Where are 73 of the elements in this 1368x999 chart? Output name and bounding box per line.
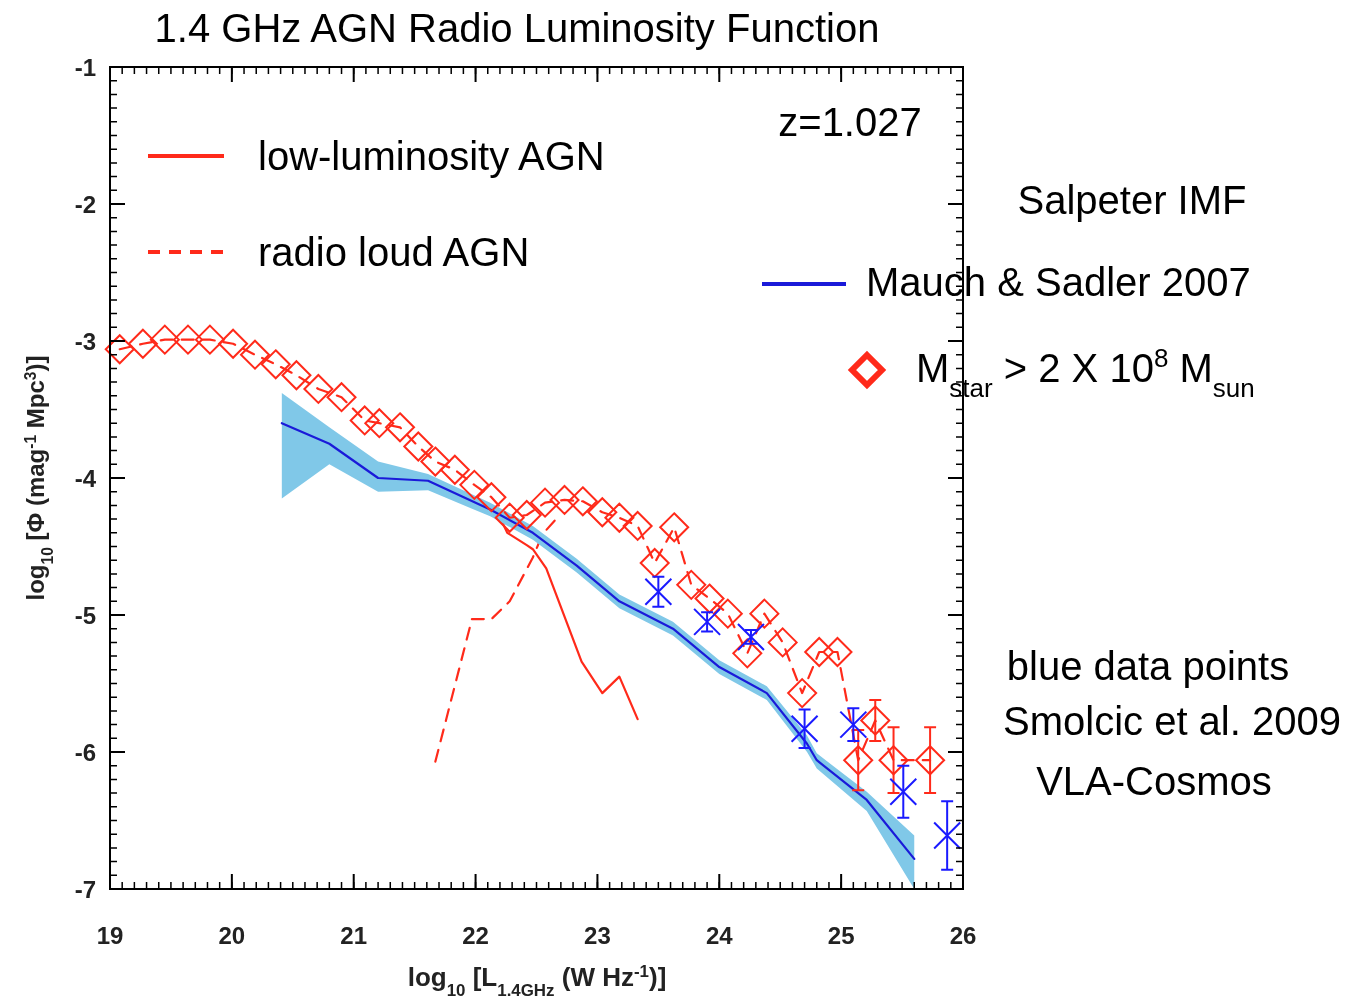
point: [281, 360, 312, 391]
y-tick-label: -7: [74, 876, 96, 903]
point: [194, 324, 225, 355]
chart-title: 1.4 GHz AGN Radio Luminosity Function: [154, 6, 880, 50]
point: [459, 469, 490, 500]
legend-label: radio loud AGN: [258, 230, 530, 274]
point: [622, 510, 653, 541]
x-tick-label: 19: [96, 922, 124, 949]
point: [604, 502, 635, 533]
x-axis-title: log$_{10}$ [L$_{1.4GHz}$ (W Hz$^{-1}$)]: [407, 961, 667, 999]
y-tick-label: -3: [74, 328, 96, 355]
point: [567, 486, 598, 517]
point: [860, 705, 891, 736]
point: [644, 577, 673, 606]
point: [260, 349, 291, 380]
x-tick-label: 25: [827, 922, 855, 949]
point: [889, 777, 918, 806]
point: [240, 339, 271, 370]
y-tick-label: -1: [74, 54, 96, 81]
point: [385, 412, 416, 443]
point: [749, 598, 780, 629]
point: [403, 431, 434, 462]
text: VLA-Cosmos: [1036, 759, 1272, 803]
legend-label: low-luminosity AGN: [258, 134, 605, 178]
point: [549, 484, 580, 515]
point: [511, 499, 542, 530]
point: [326, 382, 357, 413]
point: [676, 569, 707, 600]
point: [787, 678, 818, 709]
point: [149, 324, 180, 355]
point: [839, 710, 868, 739]
point: [104, 334, 135, 365]
x-tick-label: 20: [218, 922, 246, 949]
point: [439, 454, 470, 485]
point: [303, 373, 334, 404]
x-tick-label: 22: [462, 922, 489, 949]
text: Salpeter IMF: [1017, 178, 1247, 222]
point: [530, 487, 561, 518]
point: [694, 583, 725, 614]
y-tick-label: -2: [74, 191, 96, 218]
point: [804, 636, 835, 667]
point: [494, 502, 525, 533]
point: [476, 482, 507, 513]
point: [693, 607, 722, 636]
point: [843, 745, 874, 776]
point: [736, 622, 765, 651]
point: [822, 636, 853, 667]
point: [659, 512, 690, 543]
annotation: z=1.027: [778, 100, 922, 144]
point: [587, 497, 618, 528]
point: [878, 745, 909, 776]
point: [639, 547, 670, 578]
point: [712, 598, 743, 629]
point: [420, 446, 451, 477]
x-tick-label: 21: [340, 922, 368, 949]
point: [349, 405, 380, 436]
point: [790, 714, 819, 743]
point: [915, 745, 946, 776]
y-tick-label: -5: [74, 602, 96, 629]
x-tick-label: 26: [949, 922, 977, 949]
point: [767, 627, 798, 658]
y-tick-label: -6: [74, 739, 96, 766]
point: [933, 821, 962, 850]
point: [127, 328, 158, 359]
text: Smolcic et al. 2009: [1003, 699, 1341, 743]
x-tick-label: 24: [705, 922, 734, 949]
point: [732, 638, 763, 669]
point: [172, 324, 203, 355]
point: [364, 408, 395, 439]
x-tick-label: 23: [584, 922, 611, 949]
text: blue data points: [1006, 644, 1290, 688]
y-tick-label: -4: [74, 465, 97, 492]
point: [218, 328, 249, 359]
